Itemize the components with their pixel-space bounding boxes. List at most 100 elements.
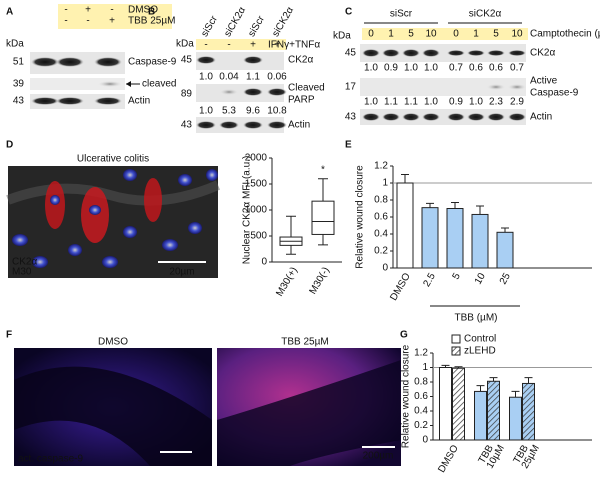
bar [522,382,535,441]
mw-marker: 17 [345,82,357,93]
mw-marker: 89 [181,89,193,100]
band-ratio: 1.0 [364,97,378,108]
lane-sign: - [64,16,67,27]
band-ratio: 1.0 [199,106,213,117]
band-ratio: 5.3 [222,106,236,117]
y-axis-label: Relative wound closure [401,344,412,448]
scale-label: 20µm [169,267,194,278]
blot-name: CK2α [288,55,313,66]
bar [509,396,522,441]
image-title: Ulcerative colitis [77,154,149,165]
mw-marker: 39 [13,79,25,90]
error-bar [511,390,520,398]
band-ratio: 0.04 [219,72,239,83]
y-tick-label: 0.6 [374,212,388,223]
blot-name: Cleaved [288,83,325,94]
band-ratio: 1.0 [424,97,438,108]
error-bar [451,202,459,209]
treatment-name: TBB 25µM [128,16,175,27]
stain-label: M30 [12,267,32,278]
group-label: siCK2α [469,9,502,20]
blot-name: Actin [530,112,552,123]
band-ratio: 1.0 [404,63,418,74]
image-title: TBB 25µM [281,337,328,348]
x-tick-label: M30(+) [274,265,300,298]
band-ratio: 0.6 [489,63,503,74]
y-tick-label: 1 [382,178,388,189]
blot-name: Active [530,76,558,87]
error-bar [524,377,533,384]
x-tick-label: M30(-) [308,265,332,296]
significance: * [321,164,325,175]
legend-swatch [451,346,461,356]
lane-sign: - [110,5,113,16]
band-ratio: 1.0 [364,63,378,74]
scale-label: 200µm [363,451,394,462]
bar [446,208,464,269]
band-ratio: 1.0 [199,72,213,83]
lane-label: siCK2α [270,5,296,39]
lane-dose: 10 [511,29,523,40]
lane-label: siScr [246,13,267,38]
blot-name: Actin [288,120,310,131]
y-tick-label: 1.2 [374,161,388,172]
blot-name: Actin [128,96,150,107]
blot-name: cleaved [142,79,176,90]
panel-label: A [6,7,13,18]
y-tick-label: 0 [261,257,267,268]
error-bar [476,205,484,215]
band-ratio: 2.3 [489,97,503,108]
treatment-name: IFNγ+TNFα [268,40,320,51]
band-ratio: 1.0 [424,63,438,74]
lane-label: siCK2α [222,5,248,39]
bar [421,207,439,269]
panel-label: E [345,140,352,151]
bar [496,231,514,269]
stain-label: CK2α [12,257,37,268]
bar [439,367,452,441]
y-tick-label: 2000 [245,153,268,164]
lane-sign: + [274,40,280,51]
lane-dose: 10 [425,29,437,40]
y-tick-label: 0.4 [414,406,428,417]
error-bar [426,202,434,208]
x-tick-label: 25 [498,271,513,287]
lane-sign: + [85,5,91,16]
y-tick-label: 0.2 [374,246,388,257]
stain-label: act. caspase-9 [18,454,83,465]
lane-label: siScr [199,13,220,38]
lane-sign: - [204,40,207,51]
y-tick-label: 500 [250,231,267,242]
lane-sign: - [86,16,89,27]
bar [471,213,489,269]
y-tick-label: 1.2 [414,348,428,359]
error-bar [489,377,498,382]
mw-marker: 51 [13,57,25,68]
band-ratio: 10.8 [267,106,287,117]
band-ratio: 0.7 [510,63,524,74]
band-ratio: 0.7 [449,63,463,74]
panel-label: B [148,7,155,18]
band-ratio: 0.6 [469,63,483,74]
y-tick-label: 0 [382,263,388,274]
mw-marker: 43 [181,120,193,131]
mw-marker: 45 [345,48,357,59]
blot-name: Caspase-9 [128,57,177,68]
bar [452,367,465,441]
lane-dose: 0 [453,29,459,40]
mw-marker: 43 [345,112,357,123]
band-ratio: 0.06 [267,72,287,83]
group-label: siScr [390,9,413,20]
blot-name: CK2α [530,48,555,59]
band-ratio: 1.1 [384,97,398,108]
blot-name: PARP [288,95,315,106]
lane-dose: 1 [473,29,479,40]
bar [487,380,500,441]
lane-dose: 5 [493,29,499,40]
legend-label: zLEHD [464,346,496,357]
y-axis-label: Nuclear CK2α MFI (a.u.) [242,156,253,265]
blot-name: Caspase-9 [530,88,579,99]
lane-dose: 5 [408,29,414,40]
lane-sign: - [64,5,67,16]
